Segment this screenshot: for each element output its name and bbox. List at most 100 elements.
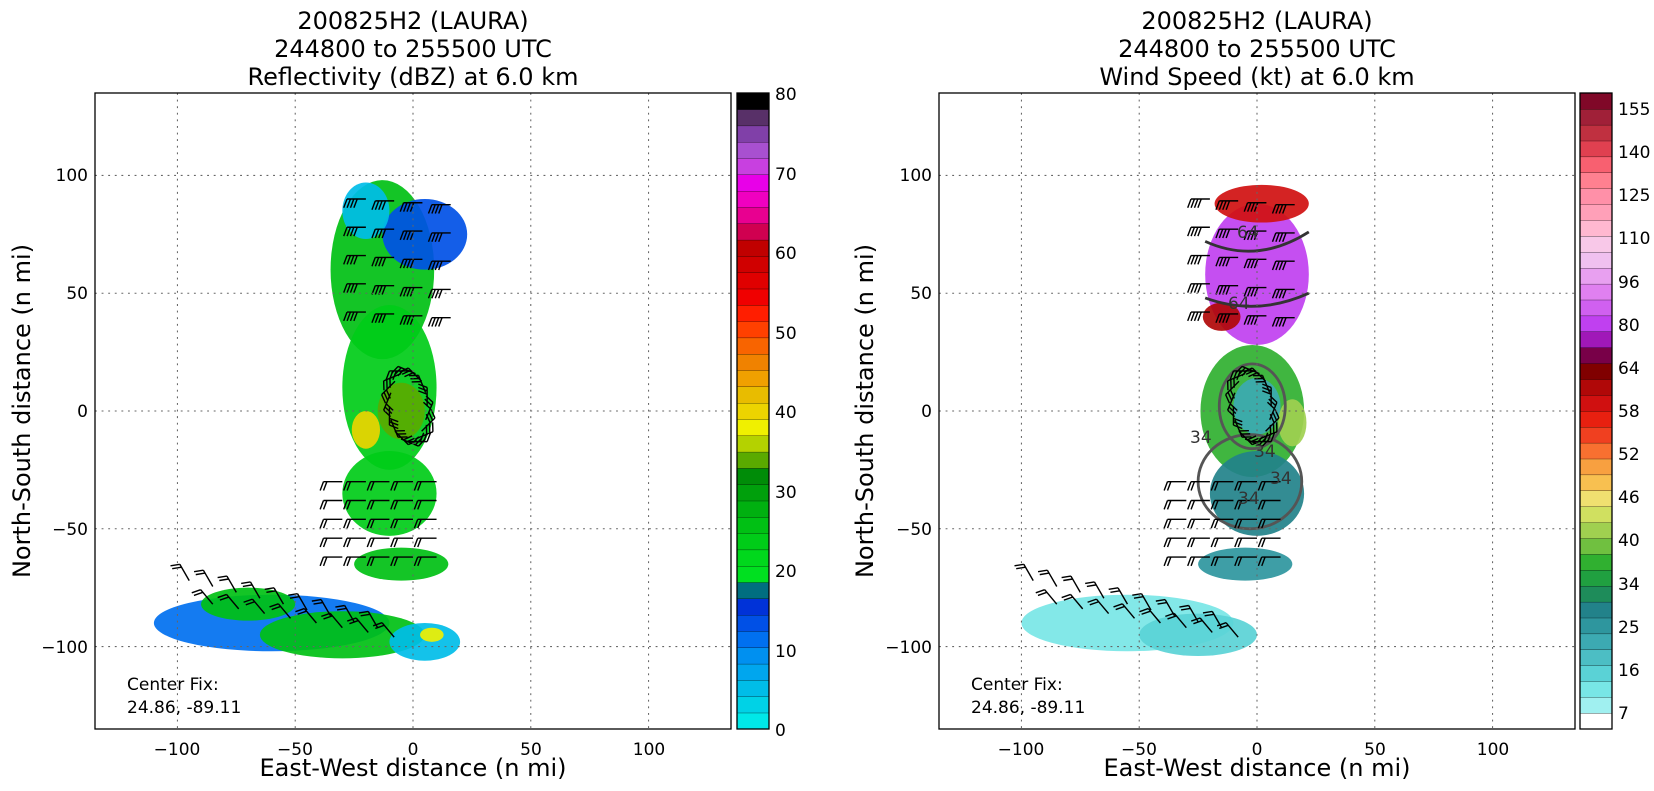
wind-barb-feather bbox=[1191, 519, 1194, 528]
reflectivity-y-ticks: 100 50 0 −50 −100 bbox=[41, 166, 88, 658]
reflectivity-title-line-1: 200825H2 (LAURA) bbox=[297, 7, 528, 35]
wind-barb-feather bbox=[324, 538, 327, 547]
wind-barb-feather bbox=[1040, 573, 1049, 575]
colorbar-swatch bbox=[1580, 284, 1612, 300]
wind-title-line-2: 244800 to 255500 UTC bbox=[1118, 35, 1396, 63]
wind-barb-feather bbox=[1191, 227, 1194, 236]
wind-barb-feather bbox=[1191, 482, 1194, 491]
colorbar-tick-label: 60 bbox=[775, 244, 797, 264]
colorbar-swatch bbox=[1580, 570, 1612, 586]
wind-barb-feather bbox=[1188, 519, 1191, 528]
reflectivity-center-fix-label: Center Fix: bbox=[127, 675, 219, 695]
colorbar-swatch bbox=[1580, 586, 1612, 602]
wind-barb-feather bbox=[1215, 538, 1218, 547]
colorbar-swatch bbox=[737, 354, 769, 371]
wind-barb-feather bbox=[1188, 227, 1191, 236]
wind-barb-feather bbox=[347, 538, 350, 547]
wind-barb-feather bbox=[347, 557, 350, 566]
colorbar-swatch bbox=[1580, 347, 1612, 363]
wind-barb-feather bbox=[324, 519, 327, 528]
colorbar-swatch bbox=[737, 599, 769, 616]
wind-barb-feather bbox=[1087, 585, 1096, 587]
colorbar-swatch bbox=[1580, 379, 1612, 395]
colorbar-swatch bbox=[737, 550, 769, 567]
colorbar-swatch bbox=[737, 468, 769, 485]
colorbar-swatch bbox=[1580, 173, 1612, 189]
wind-barb-feather bbox=[1198, 284, 1201, 293]
wind-barb-feather bbox=[219, 579, 228, 581]
wind-y-ticks: 100 50 0 −50 −100 bbox=[885, 166, 932, 658]
colorbar-tick-label: 0 bbox=[775, 721, 786, 741]
colorbar-tick-label: 25 bbox=[1618, 618, 1640, 638]
reflectivity-field bbox=[154, 180, 467, 661]
colorbar-swatch bbox=[1580, 188, 1612, 204]
wind-barb-feather bbox=[1194, 312, 1197, 321]
colorbar-swatch bbox=[737, 370, 769, 387]
colorbar-tick-label: 40 bbox=[775, 403, 797, 423]
colorbar-swatch bbox=[1580, 443, 1612, 459]
wind-barb-feather bbox=[1188, 199, 1191, 208]
colorbar-swatch bbox=[1580, 475, 1612, 491]
wind-center-fix-label: Center Fix: bbox=[971, 675, 1063, 695]
colorbar-swatch bbox=[1580, 204, 1612, 220]
wind-barb-feather bbox=[243, 585, 252, 587]
colorbar-swatch bbox=[1580, 268, 1612, 284]
colorbar-swatch bbox=[1580, 491, 1612, 507]
y-tick-label: −50 bbox=[52, 520, 88, 540]
wind-barb-feather bbox=[1188, 312, 1191, 321]
field-region bbox=[382, 199, 467, 270]
colorbar-tick-label: 58 bbox=[1618, 402, 1640, 422]
colorbar-swatch bbox=[1580, 363, 1612, 379]
wind-barb-feather bbox=[172, 567, 181, 569]
wind-barb-feather bbox=[1063, 579, 1072, 581]
colorbar-swatch bbox=[1580, 634, 1612, 650]
wind-x-axis-label: East-West distance (n mi) bbox=[1103, 754, 1410, 782]
colorbar-tick-label: 64 bbox=[1618, 359, 1640, 379]
colorbar-swatch bbox=[737, 582, 769, 599]
wind-barb-feather bbox=[1168, 538, 1171, 547]
wind-barb-feather bbox=[371, 538, 374, 547]
wind-barb-feather bbox=[344, 538, 347, 547]
colorbar-swatch bbox=[737, 109, 769, 126]
wind-barb-feather bbox=[1188, 284, 1191, 293]
y-tick-label: −100 bbox=[885, 638, 932, 658]
colorbar-swatch bbox=[737, 696, 769, 713]
colorbar-tick-label: 125 bbox=[1618, 186, 1650, 206]
reflectivity-title-line-2: 244800 to 255500 UTC bbox=[274, 35, 552, 63]
wind-barb-feather bbox=[320, 519, 323, 528]
colorbar-swatch bbox=[737, 321, 769, 338]
y-tick-label: 50 bbox=[910, 284, 932, 304]
colorbar-swatch bbox=[1580, 236, 1612, 252]
wind-barb-feather bbox=[1191, 312, 1194, 321]
wind-barb-feather bbox=[1085, 582, 1094, 584]
x-tick-label: 100 bbox=[1477, 740, 1509, 760]
wind-barb-feather bbox=[367, 538, 370, 547]
colorbar-swatch bbox=[1580, 332, 1612, 348]
wind-barb-feather bbox=[391, 538, 394, 547]
wind-barb-feather bbox=[344, 519, 347, 528]
wind-barb-feather bbox=[1198, 199, 1201, 208]
colorbar-swatch bbox=[1580, 697, 1612, 713]
x-tick-label: −100 bbox=[998, 740, 1045, 760]
colorbar-tick-label: 16 bbox=[1618, 661, 1640, 681]
wind-colorbar-ticks: 155 140 125 110 96 80 64 58 52 46 40 34 … bbox=[1618, 100, 1650, 724]
wind-barb-feather bbox=[1262, 538, 1265, 547]
colorbar-swatch bbox=[737, 272, 769, 289]
wind-barb-feather bbox=[1191, 256, 1194, 265]
colorbar-tick-label: 10 bbox=[775, 642, 797, 662]
y-tick-label: 0 bbox=[77, 402, 88, 422]
colorbar-swatch bbox=[737, 566, 769, 583]
colorbar-tick-label: 140 bbox=[1618, 143, 1650, 163]
colorbar-swatch bbox=[737, 289, 769, 306]
wind-barb-feather bbox=[1191, 284, 1194, 293]
wind-barb-feather bbox=[1036, 590, 1045, 593]
wind-barb-feather bbox=[1109, 588, 1118, 590]
colorbar-tick-label: 40 bbox=[1618, 531, 1640, 551]
wind-barb-feather bbox=[1258, 538, 1261, 547]
wind-barb-feather bbox=[1062, 594, 1071, 597]
colorbar-swatch bbox=[1580, 395, 1612, 411]
colorbar-tick-label: 70 bbox=[775, 165, 797, 185]
y-tick-label: 50 bbox=[66, 284, 88, 304]
colorbar-swatch bbox=[737, 191, 769, 208]
